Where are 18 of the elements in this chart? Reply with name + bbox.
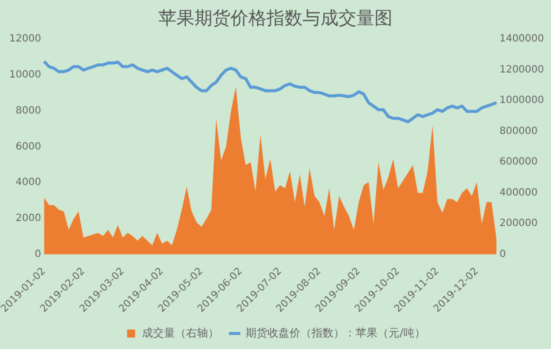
y-tick-label: 4000	[16, 177, 42, 188]
y2-tick-label: 600000	[499, 156, 538, 168]
y2-tick-label: 400000	[499, 187, 538, 198]
legend-label: 期货收盘价（指数）：苹果（元/吨）	[246, 326, 426, 340]
y-tick-label: 2000	[16, 213, 42, 224]
y2-tick-label: 200000	[499, 218, 538, 230]
y2-tick-label: 1400000	[499, 34, 544, 45]
y-tick-label: 10000	[9, 69, 42, 80]
y2-tick-label: 0	[499, 249, 506, 260]
y-tick-label: 0	[34, 249, 42, 260]
y-tick-label: 8000	[16, 105, 42, 116]
y-tick-label: 12000	[9, 34, 42, 45]
y2-tick-label: 1000000	[499, 95, 544, 106]
y2-tick-label: 1200000	[499, 64, 544, 76]
chart-title: 苹果期货价格指数与成交量图	[158, 7, 394, 30]
legend-label: 成交量（右轴）	[142, 326, 220, 340]
y-tick-label: 6000	[16, 141, 42, 152]
y2-tick-label: 800000	[499, 126, 538, 137]
